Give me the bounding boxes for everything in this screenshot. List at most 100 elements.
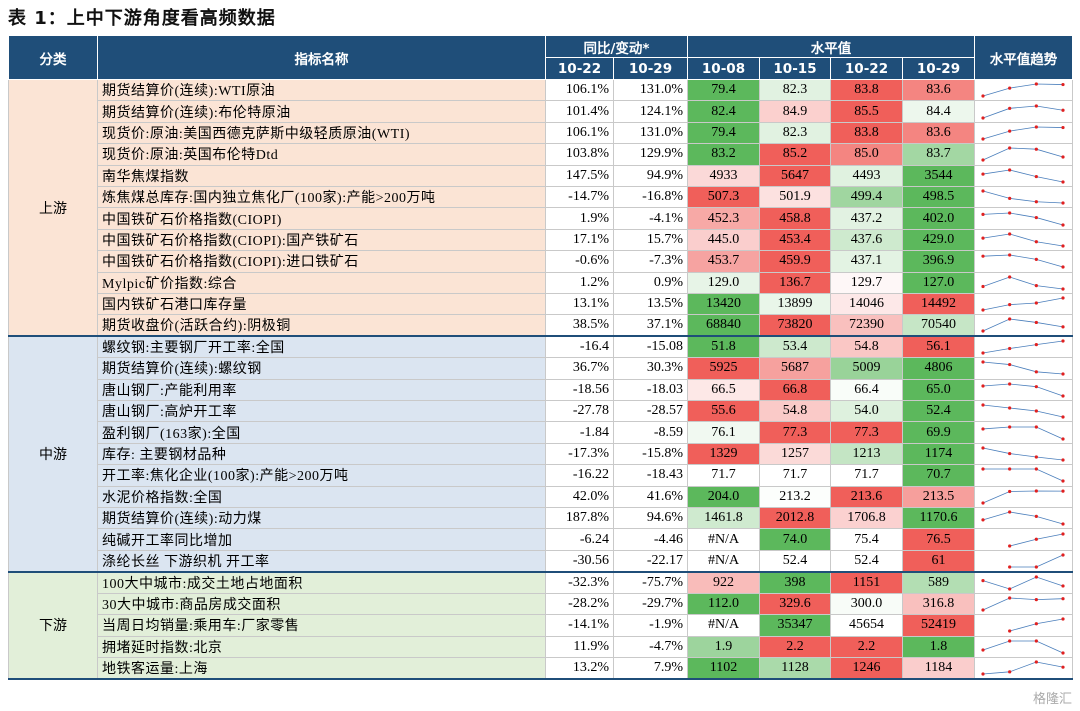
- level-cell: 4493: [830, 164, 903, 187]
- level-cell: 53.4: [759, 335, 831, 359]
- level-cell: 14046: [830, 292, 903, 316]
- indicator-name: 纯碱开工率同比增加: [97, 528, 546, 551]
- level-cell: 82.3: [759, 121, 831, 145]
- level-cell: 452.3: [687, 207, 760, 230]
- sparkline-point: [1061, 522, 1065, 526]
- sparkline-point: [1061, 479, 1065, 484]
- sparkline: [981, 296, 1065, 312]
- sparkline-point: [1008, 210, 1012, 215]
- change-cell: 131.0%: [613, 78, 688, 102]
- trend-cell: [974, 335, 1073, 359]
- sparkline-point: [1061, 394, 1065, 398]
- indicator-name: 南华焦煤指数: [97, 164, 546, 187]
- level-cell: 79.4: [687, 78, 760, 102]
- sparkline-point: [1061, 180, 1065, 184]
- sparkline-point: [1008, 275, 1012, 279]
- level-cell: 51.8: [687, 335, 760, 359]
- change-cell: -14.7%: [545, 185, 614, 209]
- sparkline: [981, 467, 1065, 484]
- level-cell: 55.6: [687, 400, 760, 423]
- table-row: 期货结算价(连续):布伦特原油 101.4% 124.1% 82.4 84.9 85.5 8…: [9, 100, 1073, 123]
- level-cell: 1128: [759, 656, 831, 680]
- change-cell: 129.9%: [613, 143, 688, 166]
- level-cell: 458.8: [759, 207, 831, 230]
- indicator-name: 唐山钢厂:产能利用率: [97, 378, 546, 402]
- table-row: Mylpic矿价指数:综合 1.2% 0.9% 129.0 136.7 129.7 127.…: [9, 271, 1073, 294]
- level-cell: 14492: [902, 292, 975, 316]
- sparkline-point: [1034, 103, 1038, 108]
- change-cell: 17.1%: [545, 228, 614, 252]
- sparkline-point: [1034, 384, 1038, 389]
- trend-cell: [974, 357, 1073, 380]
- trend-cell: [974, 164, 1073, 187]
- trend-cell: [974, 78, 1073, 102]
- header-date: 10-08: [687, 57, 760, 80]
- change-cell: -30.56: [545, 549, 614, 573]
- sparkline-point: [1008, 467, 1012, 472]
- sparkline-point: [981, 360, 985, 365]
- sparkline-point: [981, 212, 985, 216]
- change-cell: 101.4%: [545, 100, 614, 123]
- table-row: 现货价:原油:美国西德克萨斯中级轻质原油(WTI) 106.1% 131.0% 79.…: [9, 121, 1073, 145]
- level-cell: 1257: [759, 442, 831, 466]
- sparkline-point: [1061, 201, 1065, 205]
- sparkline-point: [1008, 363, 1012, 367]
- level-cell: 204.0: [687, 485, 760, 509]
- sparkline-point: [1034, 467, 1038, 472]
- level-cell: 83.7: [902, 143, 975, 166]
- sparkline: [981, 639, 1065, 655]
- trend-cell: [974, 549, 1073, 573]
- change-cell: 7.9%: [613, 656, 688, 680]
- sparkline: [981, 146, 1065, 162]
- sparkline-point: [1034, 258, 1038, 262]
- level-cell: 52419: [902, 614, 975, 637]
- sparkline-point: [1008, 317, 1012, 321]
- sparkline-point: [1008, 168, 1012, 172]
- level-cell: 922: [687, 571, 760, 594]
- level-cell: 77.3: [759, 421, 831, 444]
- sparkline-point: [1034, 537, 1038, 541]
- change-cell: 106.1%: [545, 121, 614, 145]
- trend-cell: [974, 442, 1073, 466]
- sparkline-point: [981, 518, 985, 522]
- level-cell: 445.0: [687, 228, 760, 252]
- header-row: 分类 指标名称 同比/变动* 水平值 水平值趋势: [8, 35, 1073, 80]
- level-cell: 68840: [687, 314, 760, 338]
- sparkline-point: [1008, 489, 1012, 493]
- indicator-name: 期货结算价(连续):布伦特原油: [97, 100, 546, 123]
- sparkline-point: [1034, 125, 1038, 129]
- category-cell: 中游: [8, 335, 98, 573]
- sparkline-point: [1061, 415, 1065, 419]
- indicator-name: 中国铁矿石价格指数(CIOPI):进口铁矿石: [97, 250, 546, 273]
- level-cell: 52.4: [830, 549, 903, 573]
- level-cell: 84.4: [902, 100, 975, 123]
- table-row: 中国铁矿石价格指数(CIOPI):国产铁矿石 17.1% 15.7% 445.0 453…: [9, 228, 1073, 252]
- level-cell: 71.7: [830, 464, 903, 487]
- sparkline-line: [982, 362, 1064, 375]
- change-cell: 103.8%: [545, 143, 614, 166]
- indicator-name: 中国铁矿石价格指数(CIOPI): [97, 207, 546, 230]
- indicator-name: Mylpic矿价指数:综合: [97, 271, 546, 294]
- change-cell: 106.1%: [545, 78, 614, 102]
- level-cell: 1.8: [902, 635, 975, 658]
- sparkline-point: [1061, 325, 1065, 329]
- level-cell: 507.3: [687, 185, 760, 209]
- sparkline-point: [1061, 617, 1065, 621]
- level-cell: 65.0: [902, 378, 975, 402]
- level-cell: 85.5: [830, 100, 903, 123]
- sparkline-point: [1008, 452, 1012, 456]
- indicator-name: 期货结算价(连续):动力煤: [97, 507, 546, 530]
- change-cell: -15.08: [613, 335, 688, 359]
- header-date: 10-22: [830, 57, 903, 80]
- sparkline-point: [1034, 321, 1038, 325]
- level-cell: 5009: [830, 357, 903, 380]
- sparkline-line: [982, 447, 1064, 461]
- trend-cell: [974, 121, 1073, 145]
- trend-cell: [974, 378, 1073, 402]
- level-cell: 5647: [759, 164, 831, 187]
- change-cell: -75.7%: [613, 571, 688, 594]
- table-row: 唐山钢厂:产能利用率 -18.56 -18.03 66.5 66.8 66.4 65.0: [9, 378, 1073, 402]
- level-cell: 1170.6: [902, 507, 975, 530]
- trend-cell: [974, 614, 1073, 637]
- table-title: 表 1：上中下游角度看高频数据: [8, 8, 276, 29]
